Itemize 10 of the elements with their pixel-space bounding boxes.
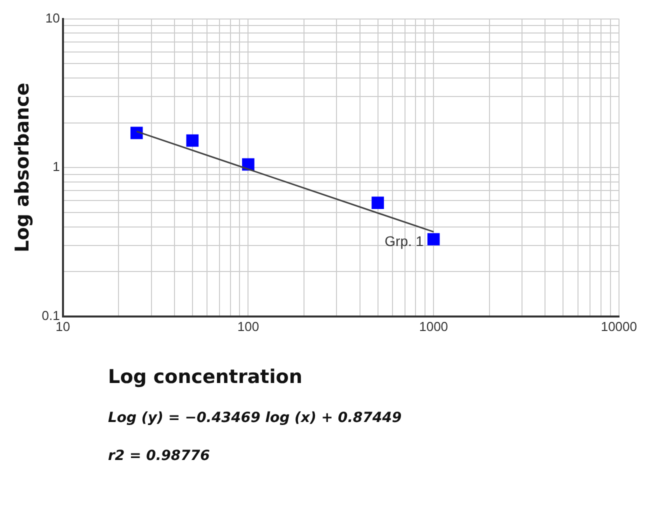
text: Log (y) = −0.43469 log (x) + 0.87449 — [108, 410, 403, 426]
y-tick-label: 10 — [45, 10, 60, 26]
x-tick-label: 10000 — [600, 318, 638, 334]
annotation: Grp. 1 — [384, 233, 424, 250]
x-tick-label: 100 — [237, 318, 260, 334]
y-axis-title: Log absorbance — [11, 82, 34, 252]
y-tick-label: 1 — [52, 159, 60, 174]
x-tick-label: 1000 — [419, 318, 448, 334]
x-axis-title: Log concentration — [108, 366, 304, 388]
text: r2 = 0.98776 — [108, 448, 211, 464]
